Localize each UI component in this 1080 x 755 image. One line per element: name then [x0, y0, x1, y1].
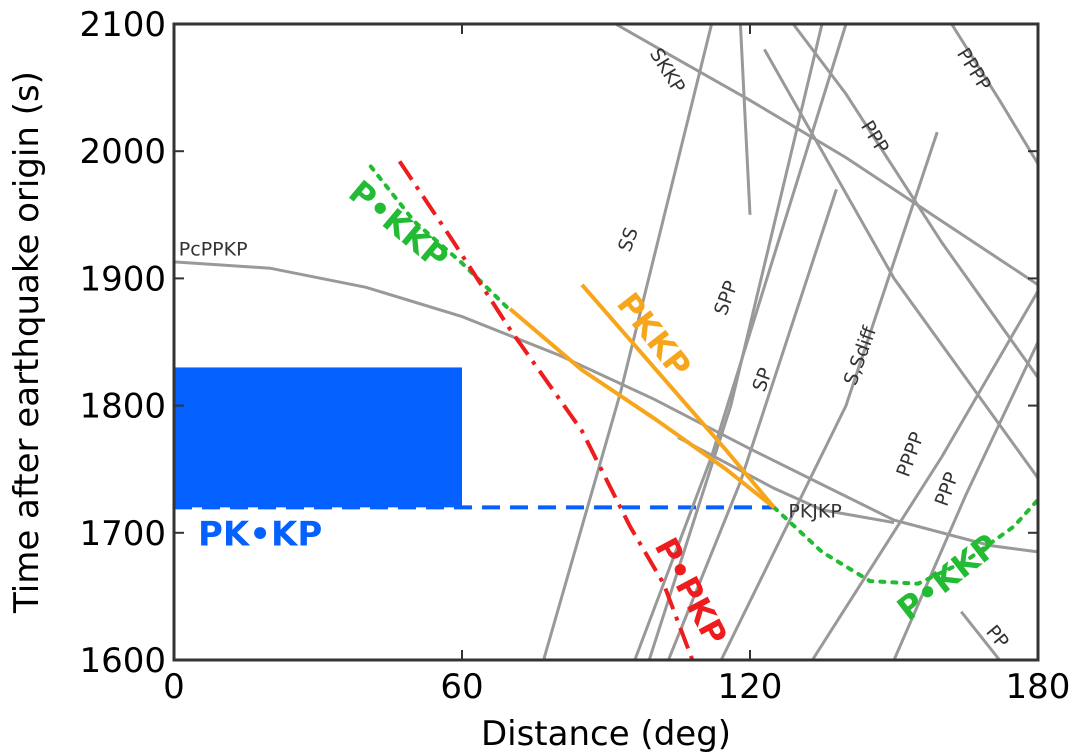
x-tick-label: 180 — [1006, 667, 1071, 707]
series-line-pkjkp — [677, 436, 895, 525]
y-tick-label: 1700 — [79, 514, 166, 554]
phase-label-pp: PP — [981, 621, 1013, 653]
series-line-sp — [647, 24, 824, 660]
y-tick-label: 1800 — [79, 387, 166, 427]
x-tick-label: 120 — [718, 667, 783, 707]
series-line-p-pkp — [397, 160, 695, 660]
phase-label-ssdiff: S,Sdiff — [840, 323, 882, 388]
phase-label-spp: SPP — [710, 278, 743, 318]
series-line-pcppkp — [174, 260, 1038, 554]
series-line-pppp-lower- — [719, 131, 939, 660]
phase-label-pdkkp_right: P•KKP — [890, 526, 1006, 628]
plot-frame — [172, 22, 1040, 662]
phase-label-pcppkp: PcPPKP — [179, 239, 248, 261]
plot-area — [174, 24, 1038, 660]
y-axis-title: Time after earthquake origin (s) — [7, 71, 47, 614]
phase-label-pppp_low: PPPP — [892, 429, 928, 480]
series-line-pkkp — [508, 307, 776, 509]
series-line-pcppkp-short — [738, 24, 752, 215]
series-line-pkkp-upper- — [580, 283, 776, 509]
y-tick-label: 1600 — [79, 641, 166, 681]
phase-label-pdkkp_left: P•KKP — [342, 173, 456, 277]
phase-label-ppp_low: PPP — [931, 469, 963, 509]
phase-label-skkp: SKKP — [645, 44, 689, 97]
phase-label-pkdkp: PK•KP — [198, 515, 322, 555]
x-tick-label: 60 — [440, 667, 483, 707]
series-line-pppp — [950, 24, 1038, 165]
series-line-p-kkp-right- — [772, 497, 1038, 586]
series-line-ppp — [792, 24, 1038, 379]
y-tick-label: 1900 — [79, 259, 166, 299]
phase-label-sp: SP — [748, 365, 777, 395]
series-line-ppp-right- — [811, 290, 1038, 660]
axes-layer: 0 60 120 180 1600 1700 1800 1900 2000 2100 — [79, 5, 1070, 707]
series-line-ppp-lower- — [763, 48, 1038, 479]
series-line-ss — [542, 24, 714, 660]
y-tick-label: 2100 — [79, 5, 166, 45]
phase-label-pppp_top: PPPP — [952, 44, 995, 95]
phase-label-ppp_top: PPP — [856, 117, 893, 158]
phase-label-pkjkp: PKJKP — [788, 501, 841, 523]
y-tick-label: 2000 — [79, 132, 166, 172]
phase-label-ss: SS — [614, 224, 643, 254]
series-line-pp — [960, 610, 1001, 660]
x-axis-title: Distance (deg) — [481, 714, 731, 754]
pkkp-highlight-region — [174, 367, 462, 508]
series-line-p-kkp — [368, 164, 512, 313]
x-tick-label: 0 — [163, 667, 185, 707]
series-line-ppp-right2- — [892, 341, 1038, 660]
